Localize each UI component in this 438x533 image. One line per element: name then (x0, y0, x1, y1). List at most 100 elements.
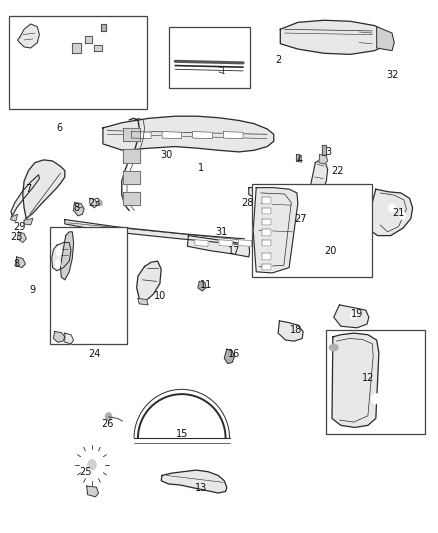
Polygon shape (162, 132, 182, 139)
Text: 8: 8 (74, 203, 80, 213)
Text: 11: 11 (200, 280, 212, 290)
Polygon shape (278, 321, 303, 341)
Polygon shape (262, 253, 271, 260)
Text: 30: 30 (160, 150, 173, 159)
Polygon shape (262, 240, 271, 246)
Polygon shape (85, 36, 92, 43)
Polygon shape (294, 205, 305, 213)
Polygon shape (52, 243, 71, 271)
Text: 27: 27 (294, 214, 306, 223)
Text: 13: 13 (195, 483, 208, 492)
Text: 18: 18 (290, 326, 302, 335)
Circle shape (190, 400, 200, 413)
Text: 28: 28 (241, 198, 254, 207)
Polygon shape (138, 298, 148, 305)
Ellipse shape (57, 247, 62, 256)
Text: 29: 29 (14, 222, 26, 231)
Polygon shape (65, 333, 74, 344)
Polygon shape (123, 149, 140, 163)
Polygon shape (262, 208, 271, 214)
Circle shape (350, 311, 357, 320)
Circle shape (88, 459, 96, 470)
Polygon shape (219, 240, 232, 246)
Polygon shape (224, 349, 234, 364)
Polygon shape (332, 333, 379, 427)
Polygon shape (60, 232, 74, 280)
Polygon shape (262, 219, 271, 225)
Bar (169, 27, 250, 88)
Polygon shape (334, 305, 369, 328)
Text: 16: 16 (228, 350, 240, 359)
Polygon shape (198, 281, 206, 291)
Polygon shape (262, 229, 271, 236)
Text: 3: 3 (325, 147, 332, 157)
Polygon shape (319, 155, 328, 164)
Polygon shape (280, 20, 392, 54)
Polygon shape (123, 192, 140, 205)
Polygon shape (310, 160, 328, 200)
Text: 2: 2 (275, 55, 281, 65)
Polygon shape (261, 205, 272, 213)
Polygon shape (249, 188, 280, 203)
Circle shape (105, 413, 112, 421)
Polygon shape (123, 171, 140, 184)
Polygon shape (322, 145, 326, 155)
Text: 23: 23 (11, 232, 23, 242)
Polygon shape (23, 160, 65, 219)
Text: 25: 25 (79, 467, 92, 477)
Polygon shape (369, 189, 413, 236)
Polygon shape (24, 219, 33, 225)
Polygon shape (11, 175, 39, 216)
Polygon shape (296, 154, 299, 161)
Bar (50, 227, 127, 344)
Text: 7: 7 (25, 184, 32, 194)
Text: 23: 23 (88, 198, 100, 207)
Polygon shape (195, 240, 208, 246)
Polygon shape (94, 45, 102, 51)
Polygon shape (278, 205, 289, 213)
Ellipse shape (329, 344, 338, 351)
Text: 24: 24 (88, 350, 100, 359)
Polygon shape (18, 24, 39, 48)
Polygon shape (223, 132, 243, 139)
Circle shape (400, 212, 406, 220)
Polygon shape (253, 188, 298, 273)
Polygon shape (11, 214, 18, 221)
Polygon shape (18, 232, 26, 243)
Text: 20: 20 (325, 246, 337, 255)
Text: 19: 19 (351, 310, 363, 319)
Text: 31: 31 (215, 227, 227, 237)
Polygon shape (17, 257, 25, 268)
Text: 9: 9 (30, 286, 36, 295)
Polygon shape (262, 197, 271, 204)
Polygon shape (131, 132, 151, 139)
Text: 32: 32 (386, 70, 398, 79)
Text: 26: 26 (101, 419, 113, 429)
Circle shape (98, 200, 102, 206)
Polygon shape (87, 486, 99, 497)
Text: 17: 17 (228, 246, 240, 255)
Circle shape (371, 393, 380, 404)
Polygon shape (103, 116, 274, 152)
Polygon shape (90, 198, 97, 208)
Text: 8: 8 (14, 259, 20, 269)
Polygon shape (323, 241, 341, 265)
Polygon shape (193, 132, 212, 139)
Polygon shape (53, 332, 65, 342)
Polygon shape (187, 236, 250, 257)
Polygon shape (262, 264, 271, 270)
Text: 22: 22 (331, 166, 343, 175)
Polygon shape (161, 470, 227, 493)
Polygon shape (72, 43, 81, 53)
Text: 1: 1 (198, 163, 205, 173)
Bar (9, 16, 147, 109)
Circle shape (389, 204, 396, 212)
Ellipse shape (55, 260, 60, 268)
Bar (326, 330, 425, 434)
Polygon shape (253, 203, 315, 216)
Text: 15: 15 (176, 430, 188, 439)
Polygon shape (74, 203, 84, 216)
Bar (252, 184, 372, 277)
Polygon shape (123, 128, 140, 141)
Text: 4: 4 (297, 155, 303, 165)
